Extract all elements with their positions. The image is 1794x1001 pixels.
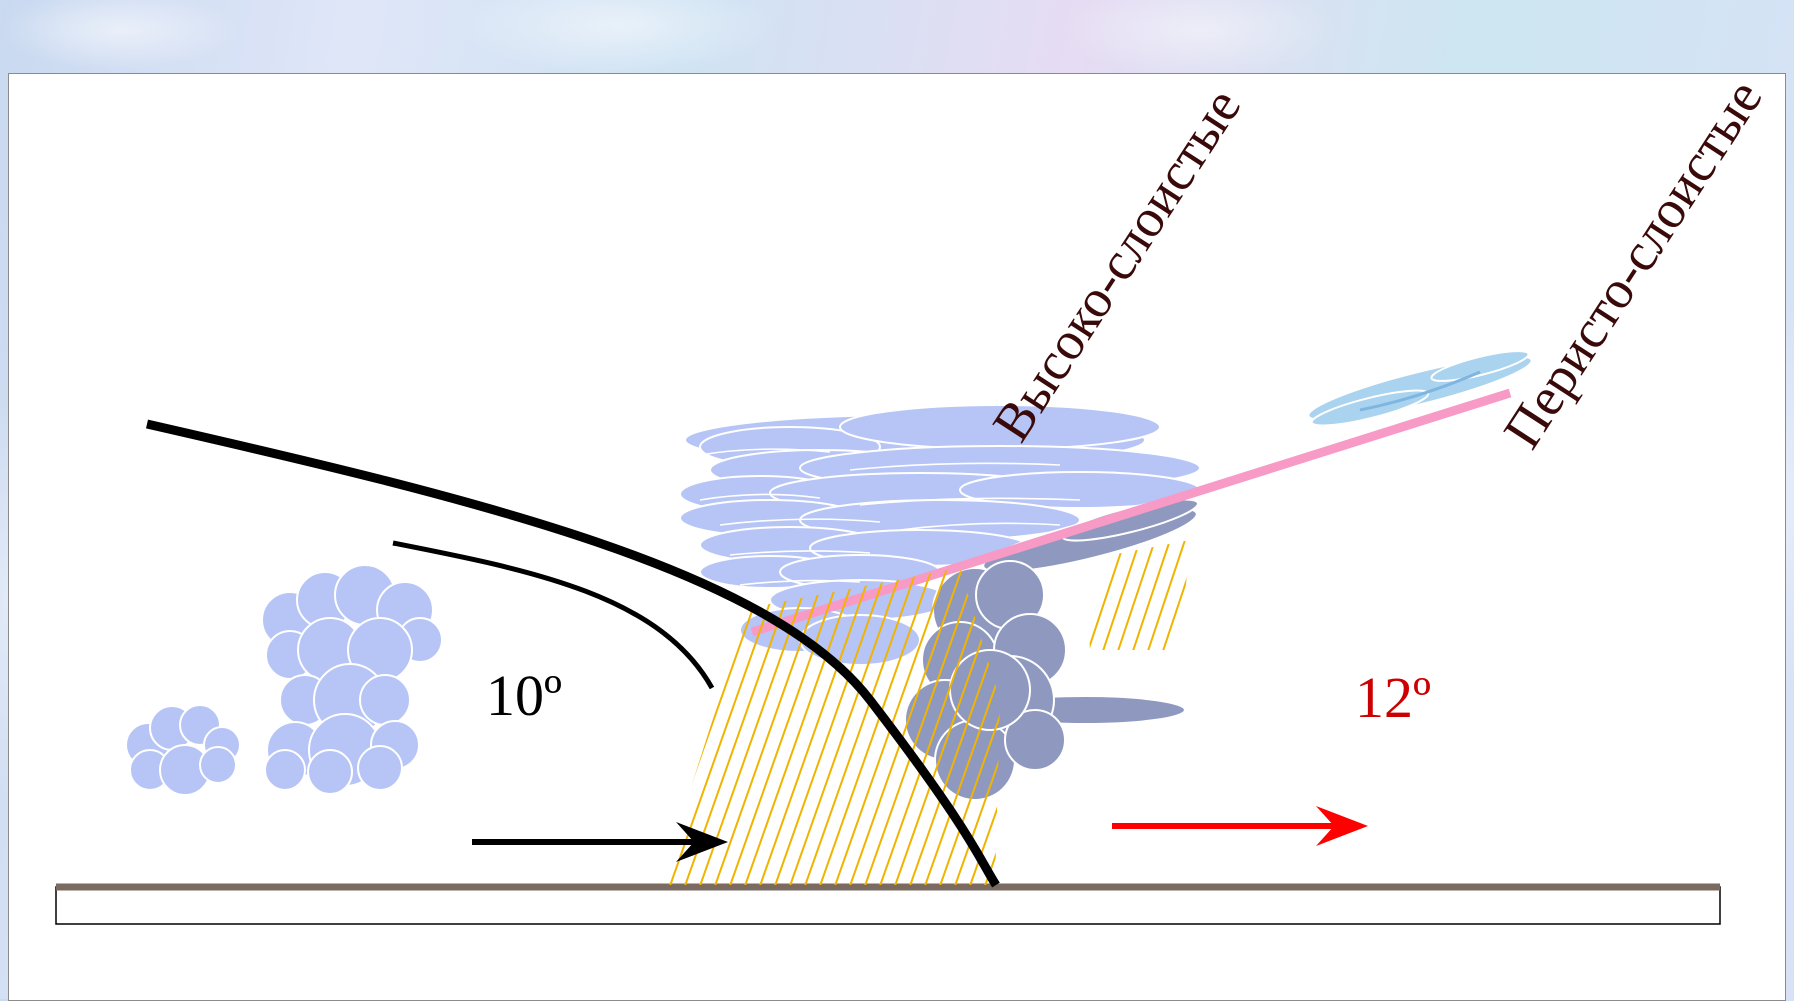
cumulus-cloud-large	[261, 564, 443, 795]
ground-surface	[55, 883, 1721, 925]
cumulus-cloud-small	[125, 704, 241, 796]
altostratus-label: Высоко-слоистые	[981, 78, 1253, 451]
cold-front-curve	[145, 419, 1000, 888]
cumulonimbus-cloud	[904, 498, 1199, 801]
cold-air-streamline	[392, 540, 715, 690]
rain-hatching-upper	[1085, 540, 1190, 650]
cold-air-arrow	[472, 822, 728, 862]
altostratus-texture	[699, 448, 1081, 586]
angle-warm-label: 12º	[1355, 665, 1431, 730]
cirrostratus-label: Перисто-слоистые	[1492, 69, 1774, 458]
warm-air-arrow	[1112, 806, 1368, 846]
cirrostratus-cloud	[1307, 350, 1533, 427]
angle-cold-label: 10º	[486, 663, 562, 728]
